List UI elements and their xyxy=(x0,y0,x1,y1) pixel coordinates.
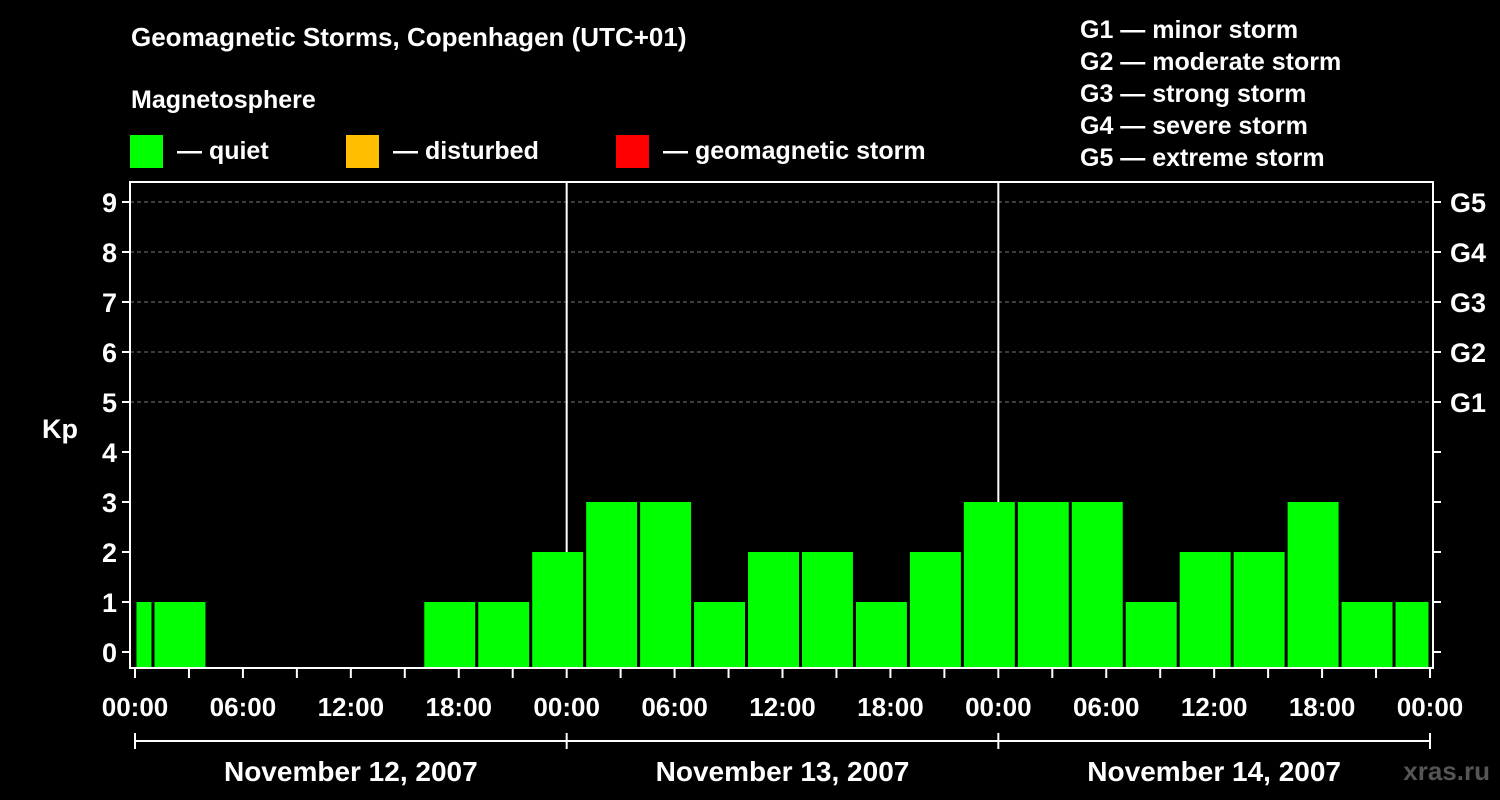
kp-bar xyxy=(801,552,853,668)
g-axis-label: G5 xyxy=(1450,188,1486,218)
legend-label-storm: — geomagnetic storm xyxy=(663,136,926,165)
g-axis-label: G4 xyxy=(1450,238,1486,268)
x-tick-label: 18:00 xyxy=(426,692,493,722)
day-label: November 12, 2007 xyxy=(224,756,478,787)
kp-bar xyxy=(586,502,638,668)
y-tick-label: 8 xyxy=(102,238,117,268)
magnetosphere-heading: Magnetosphere xyxy=(131,86,316,114)
kp-bar xyxy=(1287,502,1339,668)
x-tick-label: 12:00 xyxy=(749,692,816,722)
x-tick-label: 00:00 xyxy=(965,692,1032,722)
kp-bar xyxy=(1017,502,1069,668)
y-tick-label: 4 xyxy=(102,438,117,468)
chart-title: Geomagnetic Storms, Copenhagen (UTC+01) xyxy=(131,22,687,52)
x-tick-label: 06:00 xyxy=(1073,692,1140,722)
x-tick-label: 06:00 xyxy=(641,692,708,722)
kp-bar xyxy=(963,502,1015,668)
kp-bar xyxy=(748,552,799,668)
x-tick-label: 00:00 xyxy=(533,692,600,722)
kp-bar xyxy=(1179,552,1231,668)
kp-bar xyxy=(694,602,746,668)
x-tick-label: 12:00 xyxy=(1181,692,1248,722)
kp-bar xyxy=(532,552,584,668)
legend-item-disturbed: — disturbed xyxy=(346,134,539,168)
y-tick-label: 2 xyxy=(102,538,117,568)
legend-item-storm: — geomagnetic storm xyxy=(616,134,926,168)
x-tick-label: 06:00 xyxy=(210,692,277,722)
g-scale-g1: G1 — minor storm xyxy=(1080,16,1299,44)
y-tick-label: 6 xyxy=(102,338,117,368)
kp-bar xyxy=(154,602,206,668)
kp-bar xyxy=(909,552,961,668)
legend-swatch-storm xyxy=(616,134,649,168)
x-tick-label: 00:00 xyxy=(102,692,169,722)
y-tick-label: 5 xyxy=(102,388,117,418)
kp-bar xyxy=(855,602,907,668)
g-axis-label: G1 xyxy=(1450,388,1486,418)
kp-bar xyxy=(1233,552,1285,668)
kp-bar xyxy=(478,602,530,668)
g-axis-label: G3 xyxy=(1450,288,1486,318)
day-label: November 13, 2007 xyxy=(656,756,910,787)
y-axis-label: Kp xyxy=(42,414,78,444)
g-axis-label: G2 xyxy=(1450,338,1486,368)
legend-label-quiet: — quiet xyxy=(177,136,269,165)
kp-bar xyxy=(424,602,476,668)
x-tick-label: 00:00 xyxy=(1397,692,1464,722)
x-tick-label: 18:00 xyxy=(857,692,924,722)
y-tick-label: 9 xyxy=(102,188,117,218)
x-tick-label: 18:00 xyxy=(1289,692,1356,722)
day-label: November 14, 2007 xyxy=(1087,756,1341,787)
legend-swatch-quiet xyxy=(130,134,163,168)
kp-bar xyxy=(640,502,692,668)
g-scale-g2: G2 — moderate storm xyxy=(1080,48,1342,76)
kp-bar xyxy=(1125,602,1177,668)
legend-label-disturbed: — disturbed xyxy=(393,136,539,165)
y-tick-label: 3 xyxy=(102,488,117,518)
x-tick-label: 12:00 xyxy=(318,692,385,722)
kp-bar xyxy=(1341,602,1393,668)
y-tick-label: 0 xyxy=(102,638,117,668)
g-scale-legend: G1 — minor storm G2 — moderate storm G3 … xyxy=(1080,14,1341,174)
y-tick-label: 7 xyxy=(102,288,117,318)
g-scale-g5: G5 — extreme storm xyxy=(1080,144,1325,172)
watermark: xras.ru xyxy=(1403,756,1490,786)
kp-bar xyxy=(136,602,152,668)
y-tick-label: 1 xyxy=(102,588,117,618)
g-scale-g4: G4 — severe storm xyxy=(1080,112,1308,140)
legend-item-quiet: — quiet xyxy=(130,134,269,168)
legend-swatch-disturbed xyxy=(346,134,379,168)
g-scale-g3: G3 — strong storm xyxy=(1080,80,1307,108)
kp-bar xyxy=(1395,602,1429,668)
kp-bar xyxy=(1071,502,1123,668)
